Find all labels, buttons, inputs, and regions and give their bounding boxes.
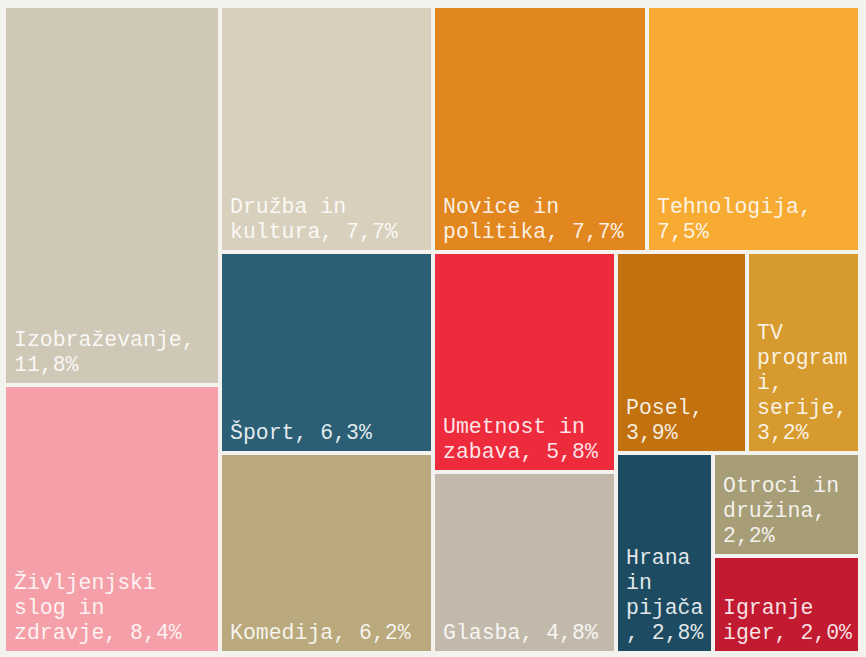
- tile-label: Življenjskislog inzdravje, 8,4%: [6, 571, 186, 651]
- treemap-tile-zivljenjski-slog-in-zdravje[interactable]: Življenjskislog inzdravje, 8,4%: [6, 387, 218, 651]
- tile-label: Umetnost inzabava, 5,8%: [435, 415, 602, 470]
- tile-label: Otroci indružina,2,2%: [715, 474, 843, 554]
- tile-label: Posel,3,9%: [618, 396, 707, 451]
- tile-label: Novice inpolitika, 7,7%: [435, 195, 628, 250]
- tile-label: Tehnologija,7,5%: [649, 195, 816, 250]
- tile-label: Družba inkultura, 7,7%: [222, 195, 402, 250]
- tile-label: Hranainpijača, 2,8%: [618, 546, 707, 651]
- treemap-tile-sport[interactable]: Šport, 6,3%: [222, 254, 431, 451]
- treemap-tile-komedija[interactable]: Komedija, 6,2%: [222, 455, 431, 651]
- treemap-chart: Izobraževanje,11,8% Življenjskislog inzdr…: [0, 0, 866, 657]
- treemap-tile-hrana-in-pijaca[interactable]: Hranainpijača, 2,8%: [618, 455, 711, 651]
- tile-label: TVprogrami,serije,3,2%: [749, 321, 851, 451]
- tile-label: Šport, 6,3%: [222, 421, 376, 451]
- tile-label: Izobraževanje,11,8%: [6, 328, 199, 383]
- tile-label: Glasba, 4,8%: [435, 621, 602, 651]
- treemap-tile-posel[interactable]: Posel,3,9%: [618, 254, 745, 451]
- treemap-tile-tehnologija[interactable]: Tehnologija,7,5%: [649, 8, 858, 250]
- treemap-tile-otroci-in-druzina[interactable]: Otroci indružina,2,2%: [715, 455, 858, 554]
- treemap-tile-glasba[interactable]: Glasba, 4,8%: [435, 474, 614, 651]
- tile-label: Igranjeiger, 2,0%: [715, 596, 856, 651]
- treemap-tile-izobrazevanje[interactable]: Izobraževanje,11,8%: [6, 8, 218, 383]
- treemap-tile-tv-programi-serije[interactable]: TVprogrami,serije,3,2%: [749, 254, 858, 451]
- treemap-tile-umetnost-in-zabava[interactable]: Umetnost inzabava, 5,8%: [435, 254, 614, 470]
- treemap-tile-novice-in-politika[interactable]: Novice inpolitika, 7,7%: [435, 8, 645, 250]
- treemap-tile-druzba-in-kultura[interactable]: Družba inkultura, 7,7%: [222, 8, 431, 250]
- treemap-tile-igranje-iger[interactable]: Igranjeiger, 2,0%: [715, 558, 858, 651]
- tile-label: Komedija, 6,2%: [222, 621, 415, 651]
